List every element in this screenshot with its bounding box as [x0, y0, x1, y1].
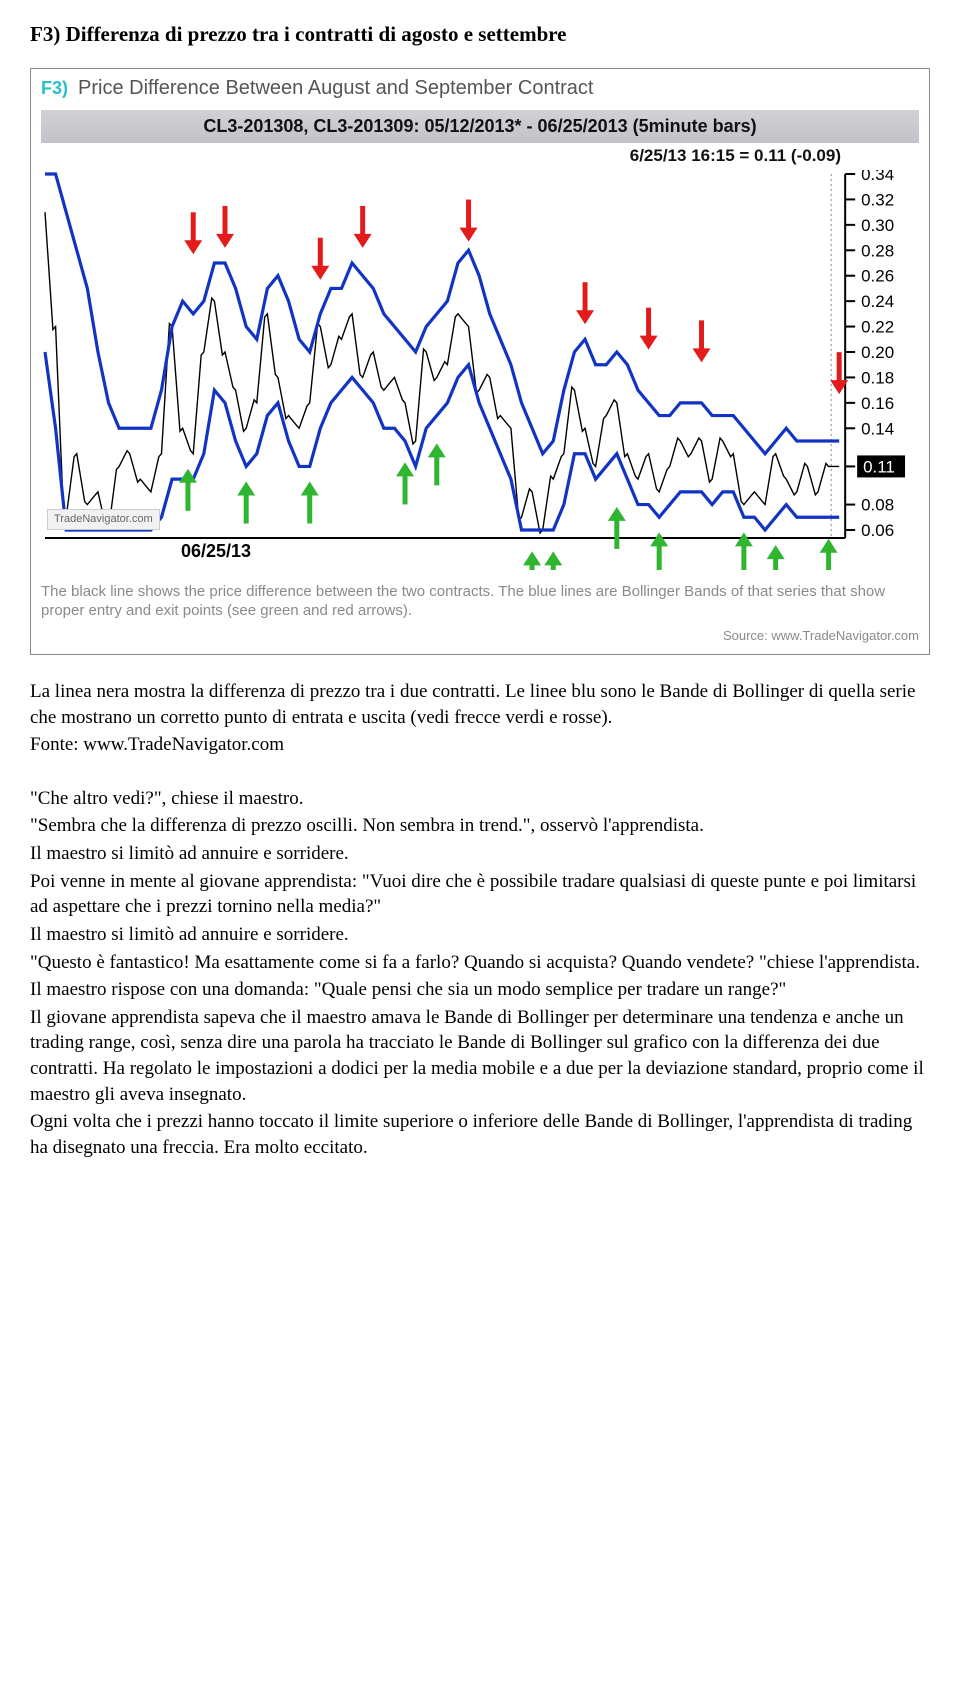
body-p11: Ogni volta che i prezzi hanno toccato il… [30, 1109, 930, 1160]
figure-tag: F3) [41, 76, 68, 100]
body-p1: La linea nera mostra la differenza di pr… [30, 679, 930, 730]
svg-text:0.11: 0.11 [863, 457, 895, 476]
price-chart: 0.34 0.32 0.30 0.28 0.26 0.24 0.22 0.20 0.18 0.16… [41, 170, 919, 570]
body-p3: "Che altro vedi?", chiese il maestro. [30, 786, 930, 812]
svg-text:0.08: 0.08 [861, 495, 894, 514]
svg-text:0.30: 0.30 [861, 215, 894, 234]
svg-text:0.32: 0.32 [861, 190, 894, 209]
svg-text:0.20: 0.20 [861, 343, 894, 362]
body-p2: Fonte: www.TradeNavigator.com [30, 732, 930, 758]
figure-f3: F3) Price Difference Between August and … [30, 68, 930, 655]
figure-source: Source: www.TradeNavigator.com [41, 627, 919, 645]
body-p8: "Questo è fantastico! Ma esattamente com… [30, 950, 930, 976]
figure-caption: The black line shows the price differenc… [41, 582, 919, 621]
chart-subbanner: 6/25/13 16:15 = 0.11 (-0.09) [41, 145, 919, 168]
svg-text:0.24: 0.24 [861, 292, 894, 311]
svg-text:0.28: 0.28 [861, 241, 894, 260]
chart-watermark: TradeNavigator.com [47, 509, 160, 530]
svg-text:0.06: 0.06 [861, 521, 894, 540]
svg-text:0.14: 0.14 [861, 419, 894, 438]
figure-header: F3) Price Difference Between August and … [41, 75, 919, 106]
body-p6: Poi venne in mente al giovane apprendist… [30, 869, 930, 920]
body-p5: Il maestro si limitò ad annuire e sorrid… [30, 841, 930, 867]
body-p9: Il maestro rispose con una domanda: "Qua… [30, 977, 930, 1003]
svg-text:0.34: 0.34 [861, 170, 894, 184]
chart-area: 0.34 0.32 0.30 0.28 0.26 0.24 0.22 0.20 0.18 0.16… [41, 170, 919, 570]
body-p4: "Sembra che la differenza di prezzo osci… [30, 813, 930, 839]
body-p10: Il giovane apprendista sapeva che il mae… [30, 1005, 930, 1108]
svg-text:0.18: 0.18 [861, 368, 894, 387]
body-p7: Il maestro si limitò ad annuire e sorrid… [30, 922, 930, 948]
svg-text:0.26: 0.26 [861, 266, 894, 285]
figure-title: Price Difference Between August and Sept… [78, 75, 593, 102]
chart-banner: CL3-201308, CL3-201309: 05/12/2013* - 06… [41, 110, 919, 142]
doc-title: F3) Differenza di prezzo tra i contratti… [30, 20, 930, 48]
svg-text:0.16: 0.16 [861, 393, 894, 412]
chart-x-date: 06/25/13 [181, 539, 251, 563]
svg-text:0.22: 0.22 [861, 317, 894, 336]
